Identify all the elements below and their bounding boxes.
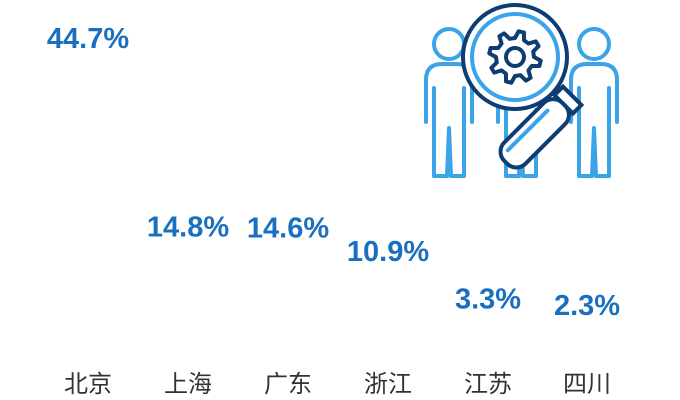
people-with-magnifier-gear-icon	[424, 3, 619, 178]
value-labels: 44.7% 14.8% 14.6% 10.9% 3.3% 2.3%	[47, 23, 620, 322]
category-label-5: 四川	[563, 370, 611, 398]
value-label-0: 44.7%	[47, 23, 129, 55]
category-labels: 北京 上海 广东 浙江 江苏 四川	[64, 370, 611, 398]
category-label-2: 广东	[264, 370, 312, 398]
category-label-3: 浙江	[364, 370, 412, 398]
value-label-5: 2.3%	[554, 290, 620, 322]
value-label-2: 14.6%	[247, 213, 329, 245]
value-label-3: 10.9%	[347, 236, 429, 268]
value-label-4: 3.3%	[455, 284, 521, 316]
category-label-1: 上海	[164, 370, 212, 398]
category-label-4: 江苏	[464, 370, 512, 398]
category-label-0: 北京	[64, 370, 112, 398]
value-label-1: 14.8%	[147, 211, 229, 243]
